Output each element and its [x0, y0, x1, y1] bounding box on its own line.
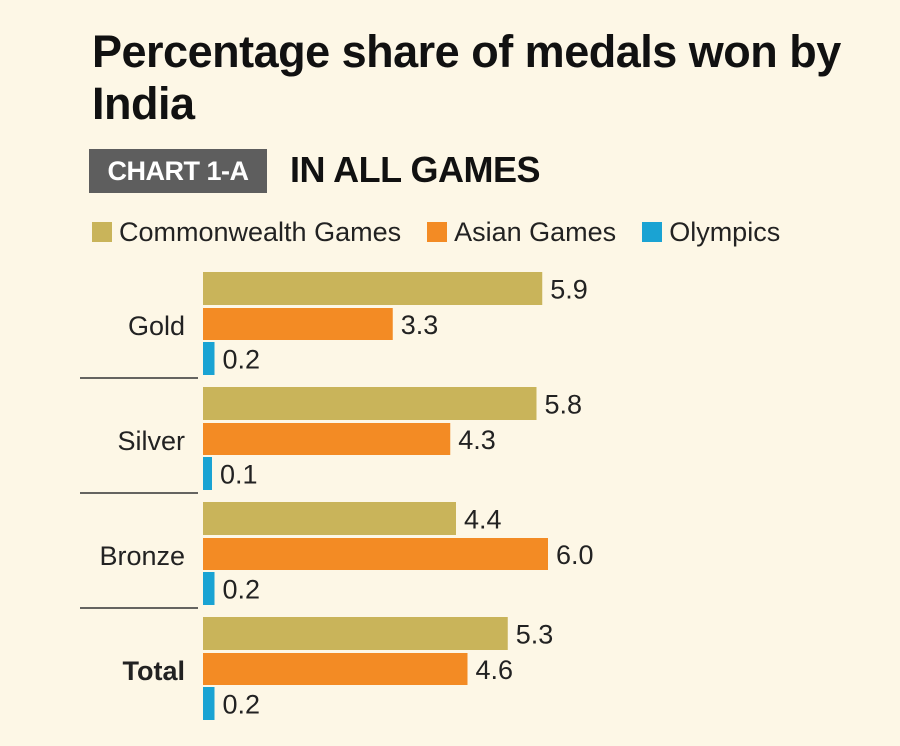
value-label-silver-commonwealth: 5.8: [545, 390, 583, 420]
value-label-bronze-commonwealth: 4.4: [464, 505, 502, 535]
bar-total-commonwealth: [203, 617, 508, 650]
value-label-gold-commonwealth: 5.9: [550, 275, 588, 305]
legend: Commonwealth Games Asian Games Olympics: [92, 212, 780, 252]
legend-swatch-asian: [427, 222, 448, 242]
bar-gold-asian: [203, 308, 393, 340]
legend-label-olympics: Olympics: [669, 216, 781, 247]
value-label-gold-olympics: 0.2: [223, 345, 261, 375]
chart-subtitle: IN ALL GAMES: [290, 149, 541, 190]
bar-silver-commonwealth: [203, 387, 537, 420]
bar-bronze-commonwealth: [203, 502, 456, 535]
bar-bronze-asian: [203, 538, 548, 570]
legend-item-commonwealth: Commonwealth Games: [92, 217, 401, 248]
legend-swatch-commonwealth: [92, 222, 112, 242]
bar-total-olympics: [203, 687, 215, 720]
category-label-total: Total: [123, 656, 186, 686]
chart-tag: CHART 1-A: [89, 149, 267, 193]
value-label-bronze-asian: 6.0: [556, 540, 594, 570]
chart-title: Percentage share of medals won by India: [92, 26, 841, 129]
legend-swatch-olympics: [642, 222, 663, 242]
legend-label-asian: Asian Games: [454, 216, 617, 247]
value-label-total-olympics: 0.2: [223, 690, 261, 720]
legend-label-commonwealth: Commonwealth Games: [119, 216, 402, 247]
bar-silver-asian: [203, 423, 451, 455]
legend-item-asian: Asian Games: [427, 217, 616, 248]
category-label-bronze: Bronze: [99, 541, 185, 571]
value-label-silver-olympics: 0.1: [220, 460, 258, 490]
value-label-total-commonwealth: 5.3: [516, 620, 554, 650]
value-label-silver-asian: 4.3: [458, 425, 496, 455]
bar-gold-olympics: [203, 342, 215, 375]
legend-item-olympics: Olympics: [642, 217, 780, 248]
bar-total-asian: [203, 653, 468, 685]
value-label-total-asian: 4.6: [476, 655, 514, 685]
value-label-gold-asian: 3.3: [401, 310, 439, 340]
bar-bronze-olympics: [203, 572, 215, 605]
category-label-silver: Silver: [117, 426, 185, 456]
value-label-bronze-olympics: 0.2: [223, 575, 261, 605]
bar-silver-olympics: [203, 457, 212, 490]
category-label-gold: Gold: [128, 311, 185, 341]
bar-gold-commonwealth: [203, 272, 543, 305]
